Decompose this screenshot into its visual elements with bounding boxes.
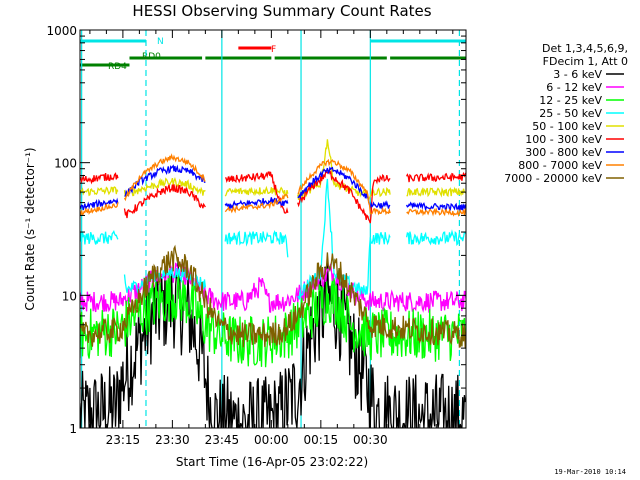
y-tick-label: 1000 xyxy=(46,24,77,38)
chart-title: HESSI Observing Summary Count Rates xyxy=(132,2,431,20)
y-axis-label: Count Rate (s⁻¹ detector⁻¹) xyxy=(23,147,37,310)
flag-label-f: F xyxy=(271,45,276,55)
footer-timestamp: 19-Mar-2010 10:14 xyxy=(554,468,626,476)
plot-area: N F RD0 RD4 23:15 23:30 23:45 00:00 00:15 00:30 1… xyxy=(46,24,467,447)
y-tick-label: 1 xyxy=(69,422,77,436)
series-line xyxy=(80,257,466,428)
flag-bars: N F RD0 RD4 xyxy=(80,37,466,72)
plot-frame xyxy=(79,29,467,429)
legend-header: FDecim 1, Att 0 xyxy=(543,55,628,68)
x-tick-label: 23:30 xyxy=(155,433,190,447)
x-tick-label: 23:45 xyxy=(205,433,240,447)
series-line xyxy=(80,169,466,224)
series-line xyxy=(80,164,466,213)
legend-entry: 300 - 800 keV xyxy=(525,146,602,159)
legend-entry: 12 - 25 keV xyxy=(539,94,602,107)
legend-entry: 50 - 100 keV xyxy=(532,120,602,133)
x-axis-label: Start Time (16-Apr-05 23:02:22) xyxy=(176,455,368,469)
legend: Det 1,3,4,5,6,9,FDecim 1, Att 03 - 6 keV… xyxy=(504,42,628,185)
legend-entry: 6 - 12 keV xyxy=(546,81,602,94)
legend-entry: 25 - 50 keV xyxy=(539,107,602,120)
axis-ticks: 23:15 23:30 23:45 00:00 00:15 00:30 1 10 100 1000 xyxy=(46,24,466,447)
x-tick-label: 00:15 xyxy=(304,433,339,447)
flag-label-rd4: RD4 xyxy=(108,62,127,72)
flag-label-n: N xyxy=(157,37,164,47)
x-tick-label: 23:15 xyxy=(106,433,141,447)
attenuator-lines xyxy=(81,30,461,428)
legend-header: Det 1,3,4,5,6,9, xyxy=(542,42,628,55)
series-line xyxy=(80,139,466,201)
series-line xyxy=(80,178,466,300)
legend-entry: 3 - 6 keV xyxy=(553,68,602,81)
y-tick-label: 100 xyxy=(54,157,77,171)
flag-label-rd0: RD0 xyxy=(142,52,161,62)
legend-entry: 100 - 300 keV xyxy=(525,133,602,146)
series-line xyxy=(80,244,466,348)
y-tick-label: 10 xyxy=(62,289,77,303)
legend-entry: 800 - 7000 keV xyxy=(518,159,602,172)
legend-entry: 7000 - 20000 keV xyxy=(504,172,602,185)
series-group xyxy=(80,139,466,428)
series-line xyxy=(80,153,466,217)
x-tick-label: 00:00 xyxy=(254,433,289,447)
x-tick-label: 00:30 xyxy=(353,433,388,447)
